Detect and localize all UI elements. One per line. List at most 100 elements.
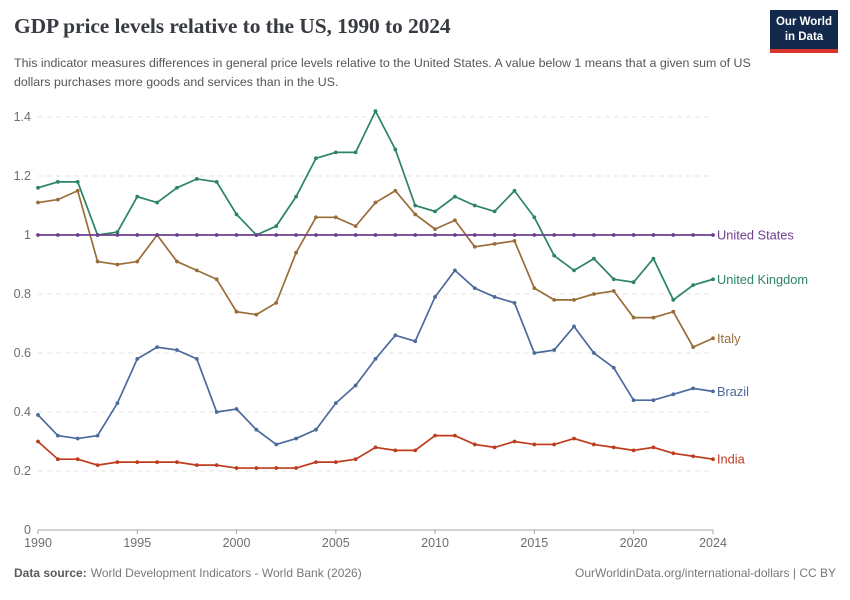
data-point-marker[interactable] (234, 309, 239, 314)
data-point-marker[interactable] (314, 460, 318, 465)
data-point-marker[interactable] (194, 233, 199, 237)
data-point-marker[interactable] (234, 407, 239, 411)
data-point-marker[interactable] (36, 185, 40, 190)
data-point-marker[interactable] (115, 460, 120, 465)
series-label-united-states[interactable]: United States (717, 228, 794, 243)
data-point-marker[interactable] (55, 180, 60, 184)
data-point-marker[interactable] (691, 233, 696, 237)
data-point-marker[interactable] (711, 457, 715, 462)
data-point-marker[interactable] (611, 365, 616, 370)
data-point-marker[interactable] (671, 451, 676, 456)
data-point-marker[interactable] (254, 312, 259, 317)
data-point-marker[interactable] (36, 200, 40, 205)
data-point-marker[interactable] (115, 262, 120, 267)
data-point-marker[interactable] (413, 339, 418, 344)
data-point-marker[interactable] (135, 460, 140, 465)
data-point-marker[interactable] (393, 233, 398, 237)
attribution-link[interactable]: OurWorldinData.org/international-dollars… (574, 566, 836, 580)
data-point-marker[interactable] (472, 233, 477, 237)
series-label-italy[interactable]: Italy (717, 331, 741, 346)
data-point-marker[interactable] (433, 209, 437, 214)
data-point-marker[interactable] (453, 268, 457, 273)
data-point-marker[interactable] (532, 351, 537, 355)
data-point-marker[interactable] (472, 244, 477, 249)
data-point-marker[interactable] (393, 333, 398, 338)
data-point-marker[interactable] (572, 324, 576, 329)
data-point-marker[interactable] (472, 203, 477, 208)
data-point-marker[interactable] (274, 233, 279, 237)
data-point-marker[interactable] (413, 233, 418, 237)
data-point-marker[interactable] (591, 351, 596, 355)
data-point-marker[interactable] (373, 233, 378, 237)
data-point-marker[interactable] (234, 212, 239, 217)
data-point-marker[interactable] (75, 457, 80, 462)
data-point-marker[interactable] (155, 200, 160, 205)
data-point-marker[interactable] (413, 203, 418, 208)
data-point-marker[interactable] (333, 460, 338, 465)
data-point-marker[interactable] (591, 292, 596, 296)
data-point-marker[interactable] (175, 348, 179, 352)
data-point-marker[interactable] (591, 256, 596, 261)
data-point-marker[interactable] (393, 188, 398, 193)
data-point-marker[interactable] (75, 180, 80, 184)
data-point-marker[interactable] (611, 277, 616, 282)
data-point-marker[interactable] (115, 233, 120, 237)
data-point-marker[interactable] (254, 233, 259, 237)
data-point-marker[interactable] (36, 413, 40, 417)
data-point-marker[interactable] (294, 466, 298, 470)
data-point-marker[interactable] (711, 336, 715, 341)
data-point-marker[interactable] (155, 233, 160, 237)
data-point-marker[interactable] (274, 442, 279, 447)
series-label-brazil[interactable]: Brazil (717, 384, 749, 399)
data-point-marker[interactable] (135, 259, 140, 264)
data-point-marker[interactable] (671, 298, 676, 302)
data-point-marker[interactable] (373, 357, 378, 361)
data-point-marker[interactable] (194, 268, 199, 273)
data-point-marker[interactable] (453, 433, 457, 438)
series-line-united-kingdom[interactable] (37, 109, 714, 302)
data-point-marker[interactable] (651, 445, 656, 450)
data-point-marker[interactable] (691, 283, 696, 288)
series-label-united-kingdom[interactable]: United Kingdom (717, 272, 808, 287)
data-point-marker[interactable] (611, 289, 616, 293)
data-point-marker[interactable] (175, 259, 179, 264)
data-point-marker[interactable] (36, 233, 40, 237)
series-line-india[interactable] (37, 434, 714, 469)
data-point-marker[interactable] (572, 268, 576, 273)
data-point-marker[interactable] (194, 177, 199, 181)
data-point-marker[interactable] (552, 348, 557, 352)
data-point-marker[interactable] (532, 442, 537, 447)
data-point-marker[interactable] (393, 147, 398, 152)
data-point-marker[interactable] (512, 439, 517, 444)
data-point-marker[interactable] (453, 218, 457, 223)
data-point-marker[interactable] (552, 298, 557, 302)
data-point-marker[interactable] (631, 233, 636, 237)
data-point-marker[interactable] (651, 398, 656, 403)
data-point-marker[interactable] (135, 357, 140, 361)
data-point-marker[interactable] (433, 433, 437, 438)
data-point-marker[interactable] (711, 233, 715, 237)
data-point-marker[interactable] (175, 233, 179, 237)
data-point-marker[interactable] (55, 233, 60, 237)
data-point-marker[interactable] (433, 227, 437, 232)
data-point-marker[interactable] (453, 233, 457, 237)
data-point-marker[interactable] (36, 439, 40, 444)
data-point-marker[interactable] (314, 156, 318, 161)
data-point-marker[interactable] (591, 233, 596, 237)
data-point-marker[interactable] (333, 233, 338, 237)
data-point-marker[interactable] (333, 150, 338, 155)
data-point-marker[interactable] (532, 233, 537, 237)
data-point-marker[interactable] (135, 194, 140, 199)
data-point-marker[interactable] (671, 309, 676, 314)
data-point-marker[interactable] (55, 433, 60, 438)
data-point-marker[interactable] (274, 224, 279, 229)
data-point-marker[interactable] (194, 357, 199, 361)
data-point-marker[interactable] (373, 109, 378, 113)
data-point-marker[interactable] (492, 241, 497, 246)
data-point-marker[interactable] (512, 233, 517, 237)
data-point-marker[interactable] (631, 280, 636, 285)
owid-logo[interactable]: Our World in Data (770, 10, 838, 53)
data-point-marker[interactable] (572, 298, 576, 302)
data-point-marker[interactable] (353, 383, 358, 388)
series-line-italy[interactable] (37, 189, 714, 349)
